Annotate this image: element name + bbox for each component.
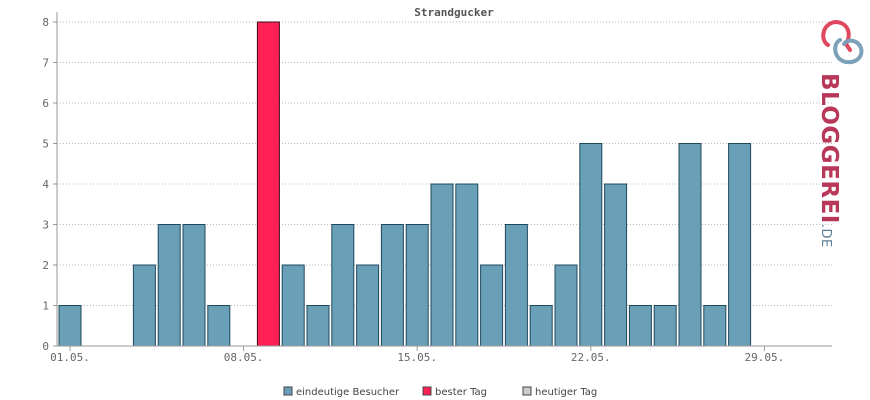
legend-label-today: heutiger Tag xyxy=(535,387,597,398)
axes xyxy=(56,12,832,347)
x-tick-label: 15.05. xyxy=(397,351,437,364)
bar xyxy=(604,183,628,347)
bar xyxy=(678,143,702,347)
y-tick-label: 5 xyxy=(42,138,49,151)
bar xyxy=(455,183,479,347)
bloggerei-logo-icon xyxy=(821,19,864,65)
bar xyxy=(182,224,206,347)
legend-swatch-visitors xyxy=(283,386,293,396)
y-tick-label: 1 xyxy=(42,300,49,313)
bar xyxy=(728,143,752,347)
bar xyxy=(703,305,727,347)
legend-swatch-today xyxy=(522,386,532,396)
bar xyxy=(157,224,181,347)
y-tick-label: 0 xyxy=(42,340,49,353)
legend-label-visitors: eindeutige Besucher xyxy=(296,387,400,398)
legend-swatch-best-day xyxy=(422,386,432,396)
bar xyxy=(430,183,454,347)
bar xyxy=(306,305,330,347)
bar xyxy=(356,264,380,347)
y-axis-ticks: 0 1 2 3 4 5 6 7 8 xyxy=(42,16,57,353)
bar xyxy=(579,143,603,347)
y-tick-label: 4 xyxy=(42,178,49,191)
legend-item-best-day: bester Tag xyxy=(422,386,487,398)
bloggerei-wordmark: BLOGGEREI.DE xyxy=(816,73,842,248)
bar xyxy=(405,224,429,347)
bar xyxy=(504,224,528,347)
bar xyxy=(281,264,305,347)
legend-item-visitors: eindeutige Besucher xyxy=(283,386,400,398)
bar xyxy=(207,305,231,347)
x-tick-label: 22.05. xyxy=(571,351,611,364)
bar xyxy=(132,264,156,347)
bar xyxy=(331,224,355,347)
y-tick-label: 7 xyxy=(42,57,49,70)
bar xyxy=(653,305,677,347)
chart-title: Strandgucker xyxy=(414,6,494,19)
y-tick-label: 3 xyxy=(42,219,49,232)
x-axis-ticks: 01.05. 08.05. 15.05. 22.05. 29.05. xyxy=(50,346,784,364)
y-tick-label: 6 xyxy=(42,97,49,110)
bar xyxy=(380,224,404,347)
bar xyxy=(529,305,553,347)
y-tick-label: 8 xyxy=(42,16,49,29)
y-tick-label: 2 xyxy=(42,259,49,272)
bloggerei-brand: BLOGGEREI.DE xyxy=(816,19,864,248)
legend: eindeutige Besucher bester Tag heutiger … xyxy=(283,386,597,398)
bar-best-day xyxy=(256,21,280,347)
bar xyxy=(554,264,578,347)
x-tick-label: 01.05. xyxy=(50,351,90,364)
x-tick-label: 29.05. xyxy=(745,351,785,364)
x-tick-label: 08.05. xyxy=(224,351,264,364)
legend-item-today: heutiger Tag xyxy=(522,386,597,398)
legend-label-best-day: bester Tag xyxy=(435,387,487,398)
bar xyxy=(480,264,504,347)
bar xyxy=(58,305,82,347)
bar xyxy=(628,305,652,347)
